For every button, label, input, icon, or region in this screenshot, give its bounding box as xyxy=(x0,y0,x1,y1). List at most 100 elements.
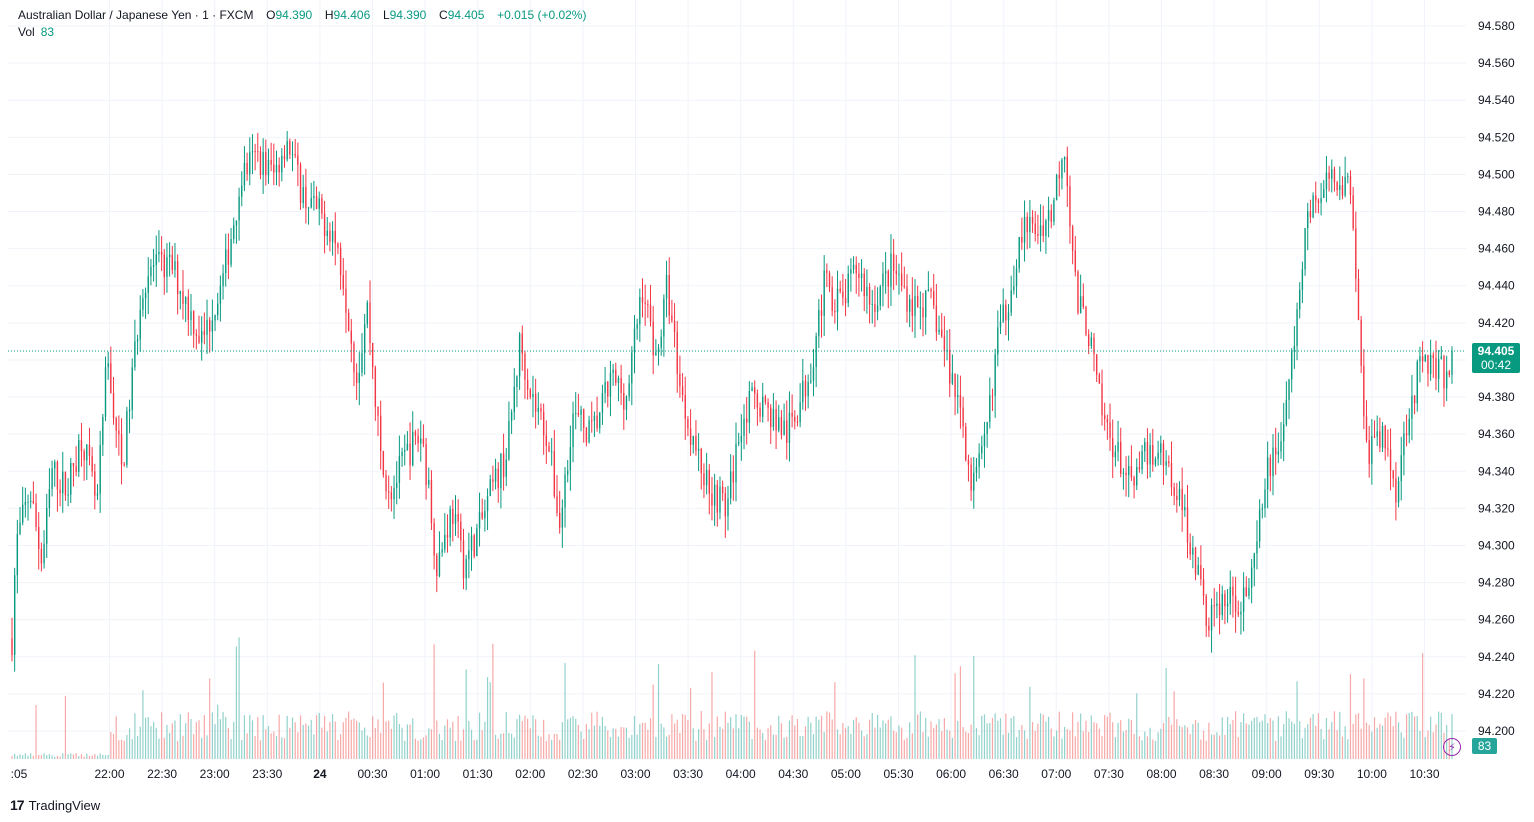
volume-bar xyxy=(812,734,815,759)
candle-body xyxy=(1280,441,1282,452)
candle-body xyxy=(924,290,927,318)
x-tick-label: :05 xyxy=(11,767,28,781)
candle-body xyxy=(561,507,564,528)
candle-body xyxy=(1037,234,1039,236)
volume-bar xyxy=(1112,722,1114,759)
volume-bar xyxy=(847,725,849,759)
candle-body xyxy=(19,522,21,534)
candle-body xyxy=(329,230,331,242)
candle-body xyxy=(342,274,344,289)
candle-body xyxy=(508,420,510,460)
volume-bar xyxy=(321,727,323,759)
x-tick-label: 09:30 xyxy=(1304,767,1334,781)
candle-body xyxy=(1312,195,1314,218)
volume-bar xyxy=(1141,740,1143,759)
open-value: 94.390 xyxy=(275,8,313,22)
candle-body xyxy=(40,548,43,564)
candle-body xyxy=(1224,594,1226,607)
volume-bar xyxy=(436,720,438,759)
tradingview-brand[interactable]: 17 TradingView xyxy=(10,797,100,813)
volume-bar xyxy=(481,730,483,759)
symbol-title[interactable]: Australian Dollar / Japanese Yen · 1 · F… xyxy=(18,8,254,22)
lightning-icon[interactable]: ⚡ xyxy=(1443,738,1461,756)
volume-bar xyxy=(1336,730,1338,759)
candle-body xyxy=(385,474,387,492)
volume-bar xyxy=(337,740,339,759)
candle-body xyxy=(1200,565,1202,580)
candle-body xyxy=(1010,290,1012,313)
volume-bar xyxy=(417,740,419,759)
volume-bar xyxy=(1234,711,1237,759)
volume-bar xyxy=(1221,717,1223,759)
volume-bar xyxy=(1064,726,1066,759)
candle-body xyxy=(88,444,91,456)
volume-bar xyxy=(1240,722,1242,759)
candle-body xyxy=(358,372,361,383)
candle-body xyxy=(51,468,53,490)
volume-bar xyxy=(473,740,475,759)
candle-body xyxy=(163,254,165,277)
volume-bar xyxy=(692,728,694,759)
volume-bar xyxy=(401,727,403,759)
candle-body xyxy=(283,155,286,160)
candle-body xyxy=(1274,447,1277,455)
candle-body xyxy=(420,438,422,444)
candle-body xyxy=(601,392,604,413)
volume-bar xyxy=(1168,716,1170,759)
candle-body xyxy=(1376,431,1378,437)
volume-bar xyxy=(1039,713,1042,759)
volume-bar xyxy=(818,719,820,759)
candle-body xyxy=(804,380,807,397)
candle-body xyxy=(735,443,737,483)
volume-bar xyxy=(708,723,710,759)
volume-bar xyxy=(537,735,539,759)
candle-body xyxy=(500,453,502,489)
candle-body xyxy=(382,450,385,475)
volume-bar xyxy=(369,737,371,759)
candle-body xyxy=(858,273,860,278)
volume-bar xyxy=(684,715,686,759)
volume-bar xyxy=(631,734,633,759)
candle-body xyxy=(43,543,45,564)
candle-body xyxy=(553,451,556,497)
volume-bar xyxy=(62,753,64,759)
candle-body xyxy=(184,296,187,304)
candle-body xyxy=(1208,625,1210,631)
candle-body xyxy=(1109,422,1111,439)
time-axis[interactable]: :05 22:00 22:30 23:00 23:30 24 00:30 01:00 01:30… xyxy=(11,767,1440,781)
volume-bar xyxy=(1360,728,1362,759)
volume-label[interactable]: Vol xyxy=(18,25,35,39)
volume-bar xyxy=(390,728,392,759)
open-label: O xyxy=(266,8,276,22)
candle-body xyxy=(1186,507,1189,543)
price-axis[interactable]: 94.580 94.560 94.540 94.520 94.500 94.480 94.4… xyxy=(1478,19,1515,738)
volume-bar xyxy=(438,733,441,759)
volume-bar xyxy=(647,729,649,759)
candle-body xyxy=(1042,225,1044,236)
volume-bar xyxy=(136,735,139,759)
close-label: C xyxy=(439,8,448,22)
volume-bar xyxy=(67,754,69,759)
candle-body xyxy=(1336,182,1338,191)
candle-body xyxy=(321,198,323,214)
candle-body xyxy=(1293,345,1296,352)
volume-bar xyxy=(885,723,887,759)
candle-body xyxy=(251,151,254,153)
volume-bar xyxy=(1136,693,1138,759)
volume-bar xyxy=(762,732,764,759)
candle-body xyxy=(347,312,350,331)
x-tick-label: 07:30 xyxy=(1094,767,1124,781)
x-tick-label: 22:30 xyxy=(147,767,177,781)
volume-bar xyxy=(64,695,67,759)
bar-countdown: 00:42 xyxy=(1480,358,1512,372)
volume-bar xyxy=(735,714,737,759)
candle-body xyxy=(323,213,326,237)
candle-body xyxy=(1323,189,1325,198)
volume-bar xyxy=(1096,723,1098,759)
volume-bar xyxy=(874,727,876,759)
volume-bar xyxy=(468,720,470,759)
volume-bar xyxy=(1122,731,1124,759)
volume-bar xyxy=(529,728,531,759)
candle-body xyxy=(446,534,449,538)
